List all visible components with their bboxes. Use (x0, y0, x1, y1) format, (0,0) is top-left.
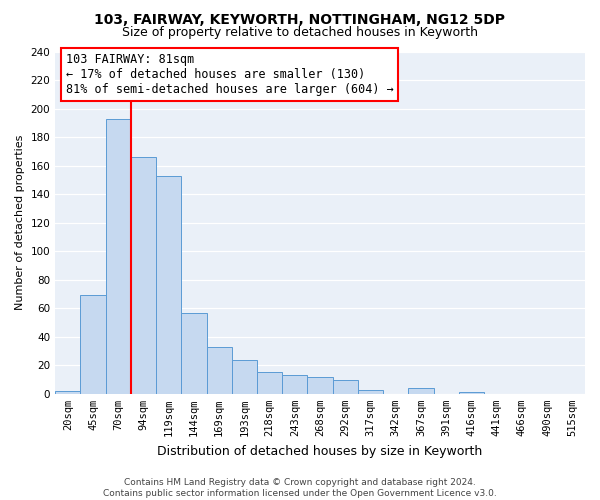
Bar (459, 392, 484, 394)
Bar (106, 118, 131, 394)
Bar (257, 372, 282, 394)
Bar (80, 296, 106, 394)
Y-axis label: Number of detached properties: Number of detached properties (15, 135, 25, 310)
Bar (55, 391, 80, 394)
Bar (409, 388, 434, 394)
Text: 103, FAIRWAY, KEYWORTH, NOTTINGHAM, NG12 5DP: 103, FAIRWAY, KEYWORTH, NOTTINGHAM, NG12… (95, 12, 505, 26)
Bar (131, 157, 156, 394)
Bar (156, 176, 181, 394)
Text: Size of property relative to detached houses in Keyworth: Size of property relative to detached ho… (122, 26, 478, 39)
Bar (181, 312, 206, 394)
Bar (206, 346, 232, 394)
Bar (282, 376, 307, 394)
Bar (307, 376, 332, 394)
Bar (232, 360, 257, 394)
Text: Contains HM Land Registry data © Crown copyright and database right 2024.
Contai: Contains HM Land Registry data © Crown c… (103, 478, 497, 498)
Bar (358, 390, 383, 394)
Text: 103 FAIRWAY: 81sqm
← 17% of detached houses are smaller (130)
81% of semi-detach: 103 FAIRWAY: 81sqm ← 17% of detached hou… (66, 53, 394, 96)
X-axis label: Distribution of detached houses by size in Keyworth: Distribution of detached houses by size … (157, 444, 483, 458)
Bar (332, 380, 358, 394)
